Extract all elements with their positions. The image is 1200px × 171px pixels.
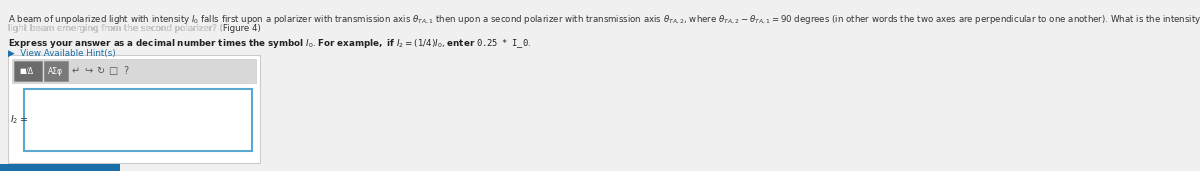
FancyBboxPatch shape (0, 164, 120, 171)
FancyBboxPatch shape (24, 89, 252, 151)
Text: ?: ? (124, 66, 128, 76)
Text: $\bf{Express\ your\ answer\ as\ a\ decimal\ number\ times\ the\ symbol}$ $I_0$. : $\bf{Express\ your\ answer\ as\ a\ decim… (8, 37, 532, 50)
Text: light beam emerging from the second polarizer? (Figure 4): light beam emerging from the second pola… (8, 24, 260, 33)
Text: ↻: ↻ (96, 66, 104, 76)
Text: AΣφ: AΣφ (48, 67, 64, 76)
FancyBboxPatch shape (44, 61, 68, 81)
Text: √Δ: √Δ (24, 67, 34, 76)
Text: ■: ■ (19, 68, 25, 74)
FancyBboxPatch shape (8, 55, 260, 163)
Text: A beam of unpolarized light with intensity $I_0$ falls first upon a polarizer wi: A beam of unpolarized light with intensi… (8, 13, 1200, 26)
FancyBboxPatch shape (14, 61, 42, 81)
Text: ↪: ↪ (84, 66, 92, 76)
Text: □: □ (108, 66, 118, 76)
Text: ↵: ↵ (72, 66, 80, 76)
Text: light beam emerging from the second polarizer? (: light beam emerging from the second pola… (8, 24, 223, 33)
FancyBboxPatch shape (12, 59, 256, 83)
Text: $I_2 =$: $I_2 =$ (10, 114, 28, 126)
Text: ▶  View Available Hint(s): ▶ View Available Hint(s) (8, 49, 115, 58)
